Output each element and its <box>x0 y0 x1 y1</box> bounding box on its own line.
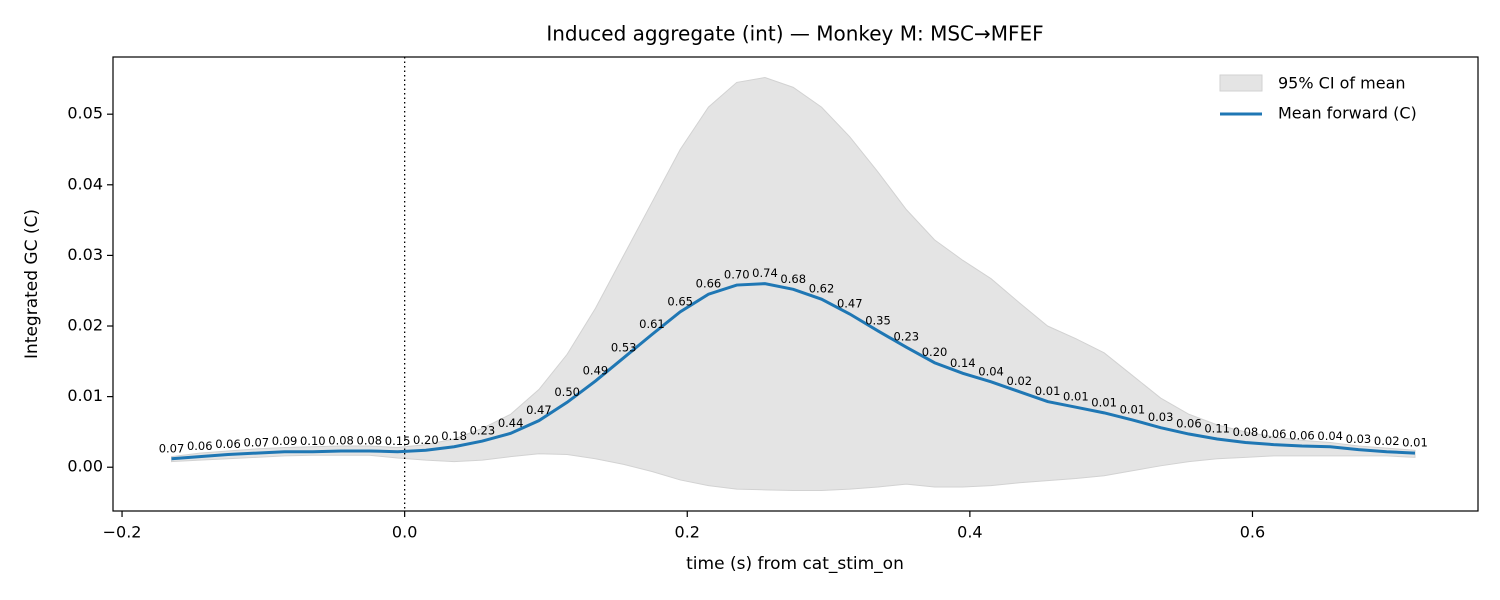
y-tick-label: 0.01 <box>67 386 103 405</box>
point-annotation: 0.23 <box>470 424 496 438</box>
point-annotation: 0.14 <box>950 356 976 370</box>
point-annotation: 0.20 <box>413 433 439 447</box>
point-annotation: 0.07 <box>243 436 269 450</box>
plot-frame <box>112 56 1479 512</box>
point-annotation: 0.06 <box>187 439 213 453</box>
legend-swatch <box>1219 74 1263 92</box>
point-annotation: 0.70 <box>724 268 750 282</box>
point-annotation: 0.49 <box>583 364 609 378</box>
x-tick-label: 0.6 <box>1240 523 1265 542</box>
point-annotation: 0.01 <box>1402 436 1428 450</box>
point-annotation: 0.07 <box>159 441 185 455</box>
y-tick-label: 0.03 <box>67 245 103 264</box>
point-annotation: 0.74 <box>752 266 778 280</box>
point-annotation: 0.01 <box>1063 390 1089 404</box>
x-tick-label: 0.4 <box>957 523 982 542</box>
point-annotation: 0.08 <box>328 433 354 447</box>
point-annotation: 0.53 <box>611 340 637 354</box>
point-annotation: 0.02 <box>1374 434 1400 448</box>
y-tick-label: 0.04 <box>67 174 103 193</box>
point-annotation: 0.10 <box>300 434 326 448</box>
legend-label: Mean forward (C) <box>1278 104 1417 123</box>
point-annotation: 0.62 <box>809 282 835 296</box>
point-annotation: 0.03 <box>1346 432 1372 446</box>
point-annotation: 0.06 <box>1261 427 1287 441</box>
point-annotation: 0.04 <box>1317 429 1343 443</box>
point-annotation: 0.06 <box>1289 429 1315 443</box>
y-tick-label: 0.05 <box>67 104 103 123</box>
x-tick-label: 0.2 <box>675 523 700 542</box>
point-annotation: 0.23 <box>893 330 919 344</box>
point-annotation: 0.47 <box>526 403 552 417</box>
point-annotation: 0.44 <box>498 416 524 430</box>
point-annotation: 0.18 <box>441 429 467 443</box>
point-annotation: 0.47 <box>837 297 863 311</box>
y-axis-label: Integrated GC (C) <box>22 209 42 359</box>
point-annotation: 0.01 <box>1035 384 1061 398</box>
legend-label: 95% CI of mean <box>1278 74 1406 93</box>
point-annotation: 0.06 <box>215 437 241 451</box>
point-annotation: 0.20 <box>922 345 948 359</box>
point-annotation: 0.08 <box>1233 425 1259 439</box>
point-annotation: 0.01 <box>1120 402 1146 416</box>
point-annotation: 0.11 <box>1204 421 1230 435</box>
chart-title: Induced aggregate (int) — Monkey M: MSC→… <box>546 22 1043 46</box>
point-annotation: 0.01 <box>1091 395 1117 409</box>
point-annotation: 0.61 <box>639 317 665 331</box>
point-annotation: 0.50 <box>554 385 580 399</box>
point-annotation: 0.03 <box>1148 410 1174 424</box>
mean-line <box>171 282 1416 461</box>
point-annotation: 0.02 <box>1007 374 1033 388</box>
y-tick-label: 0.02 <box>67 316 103 335</box>
point-annotation: 0.09 <box>272 434 298 448</box>
point-annotation: 0.35 <box>865 313 891 327</box>
y-tick-label: 0.00 <box>67 457 103 476</box>
ci-band <box>171 76 1416 492</box>
x-axis-label: time (s) from cat_stim_on <box>686 554 904 574</box>
point-annotation: 0.06 <box>1176 417 1202 431</box>
point-annotation: 0.65 <box>667 294 693 308</box>
point-annotation: 0.04 <box>978 364 1004 378</box>
point-annotation: 0.15 <box>385 434 411 448</box>
point-annotation: 0.08 <box>357 433 383 447</box>
point-annotation: 0.66 <box>696 277 722 291</box>
point-annotation: 0.68 <box>780 272 806 286</box>
x-tick-label: 0.0 <box>392 523 417 542</box>
x-tick-label: −0.2 <box>103 523 142 542</box>
